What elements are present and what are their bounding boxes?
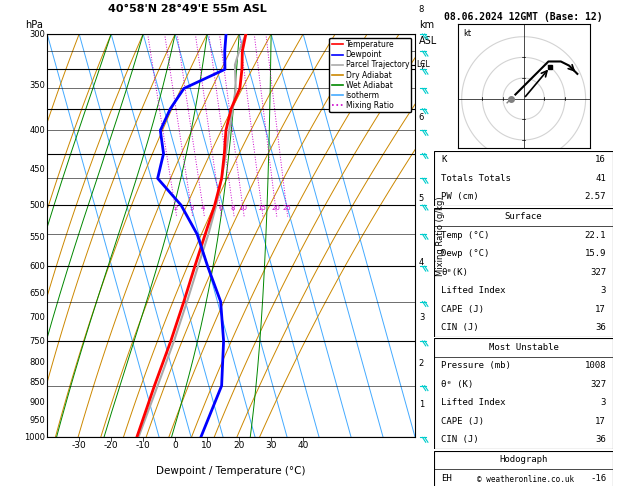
Text: 30: 30 [265, 440, 277, 450]
Text: 4: 4 [201, 205, 205, 211]
Text: PW (cm): PW (cm) [441, 192, 479, 201]
Text: 450: 450 [30, 165, 45, 174]
Text: 8: 8 [419, 5, 424, 14]
Text: 0: 0 [172, 440, 178, 450]
Text: 4: 4 [419, 259, 424, 267]
Text: 1: 1 [419, 400, 424, 409]
Text: 10: 10 [238, 205, 247, 211]
Text: 20: 20 [271, 205, 280, 211]
Text: 6: 6 [419, 113, 424, 122]
Text: 650: 650 [30, 289, 45, 297]
Text: 2: 2 [419, 359, 424, 368]
Text: km: km [419, 20, 434, 30]
Text: 700: 700 [30, 313, 45, 322]
Text: 950: 950 [30, 416, 45, 425]
Text: 5: 5 [419, 194, 424, 203]
Text: 36: 36 [596, 323, 606, 332]
Text: EH: EH [441, 474, 452, 483]
Text: 850: 850 [30, 379, 45, 387]
Text: 40°58'N 28°49'E 55m ASL: 40°58'N 28°49'E 55m ASL [108, 4, 266, 14]
Text: -16: -16 [590, 474, 606, 483]
Text: Temp (°C): Temp (°C) [441, 231, 489, 240]
Text: Pressure (mb): Pressure (mb) [441, 362, 511, 370]
Text: 7: 7 [419, 64, 424, 72]
Text: 3: 3 [601, 399, 606, 407]
Text: Mixing Ratio (g/kg): Mixing Ratio (g/kg) [437, 196, 445, 276]
Text: ASL: ASL [419, 36, 437, 46]
Text: 8: 8 [231, 205, 235, 211]
Text: 300: 300 [30, 30, 45, 38]
Text: -30: -30 [72, 440, 87, 450]
Text: 10: 10 [201, 440, 213, 450]
Text: Lifted Index: Lifted Index [441, 286, 506, 295]
Text: 40: 40 [298, 440, 309, 450]
Text: Hodograph: Hodograph [499, 455, 548, 464]
Text: CIN (J): CIN (J) [441, 435, 479, 444]
Text: 08.06.2024 12GMT (Base: 12): 08.06.2024 12GMT (Base: 12) [444, 12, 603, 22]
Text: K: K [441, 156, 447, 164]
Text: CAPE (J): CAPE (J) [441, 417, 484, 426]
Text: 36: 36 [596, 435, 606, 444]
Text: kt: kt [463, 29, 471, 38]
Text: CIN (J): CIN (J) [441, 323, 479, 332]
Text: 600: 600 [30, 262, 45, 271]
Text: Dewp (°C): Dewp (°C) [441, 249, 489, 258]
Text: 3: 3 [419, 313, 424, 322]
Text: 2: 2 [173, 205, 177, 211]
Text: 350: 350 [30, 81, 45, 90]
Text: CAPE (J): CAPE (J) [441, 305, 484, 313]
Text: Surface: Surface [505, 212, 542, 221]
Text: -10: -10 [136, 440, 150, 450]
Text: 750: 750 [30, 336, 45, 346]
Text: 500: 500 [30, 201, 45, 209]
Text: θᵉ (K): θᵉ (K) [441, 380, 474, 389]
Text: 3: 3 [189, 205, 194, 211]
Text: 15.9: 15.9 [584, 249, 606, 258]
Legend: Temperature, Dewpoint, Parcel Trajectory, Dry Adiabat, Wet Adiabat, Isotherm, Mi: Temperature, Dewpoint, Parcel Trajectory… [330, 38, 411, 112]
Text: 2.57: 2.57 [584, 192, 606, 201]
Text: 17: 17 [596, 305, 606, 313]
Text: 25: 25 [282, 205, 291, 211]
Text: 1008: 1008 [584, 362, 606, 370]
Text: LCL: LCL [417, 60, 430, 69]
Text: 327: 327 [590, 268, 606, 277]
Text: 6: 6 [218, 205, 223, 211]
Text: 41: 41 [596, 174, 606, 183]
Text: 400: 400 [30, 126, 45, 135]
Text: 17: 17 [596, 417, 606, 426]
Text: 22.1: 22.1 [584, 231, 606, 240]
Text: 20: 20 [233, 440, 245, 450]
Text: 550: 550 [30, 233, 45, 242]
Text: 800: 800 [30, 358, 45, 367]
Text: Dewpoint / Temperature (°C): Dewpoint / Temperature (°C) [157, 466, 306, 476]
Text: 1000: 1000 [25, 433, 45, 442]
Text: © weatheronline.co.uk: © weatheronline.co.uk [477, 474, 574, 484]
Text: θᵉ(K): θᵉ(K) [441, 268, 468, 277]
Text: 327: 327 [590, 380, 606, 389]
Text: 3: 3 [601, 286, 606, 295]
Text: 15: 15 [257, 205, 266, 211]
Text: Most Unstable: Most Unstable [489, 343, 559, 352]
Text: -20: -20 [104, 440, 118, 450]
Text: 16: 16 [596, 156, 606, 164]
Text: Lifted Index: Lifted Index [441, 399, 506, 407]
Text: hPa: hPa [25, 20, 43, 30]
Text: Totals Totals: Totals Totals [441, 174, 511, 183]
Text: 900: 900 [30, 398, 45, 407]
